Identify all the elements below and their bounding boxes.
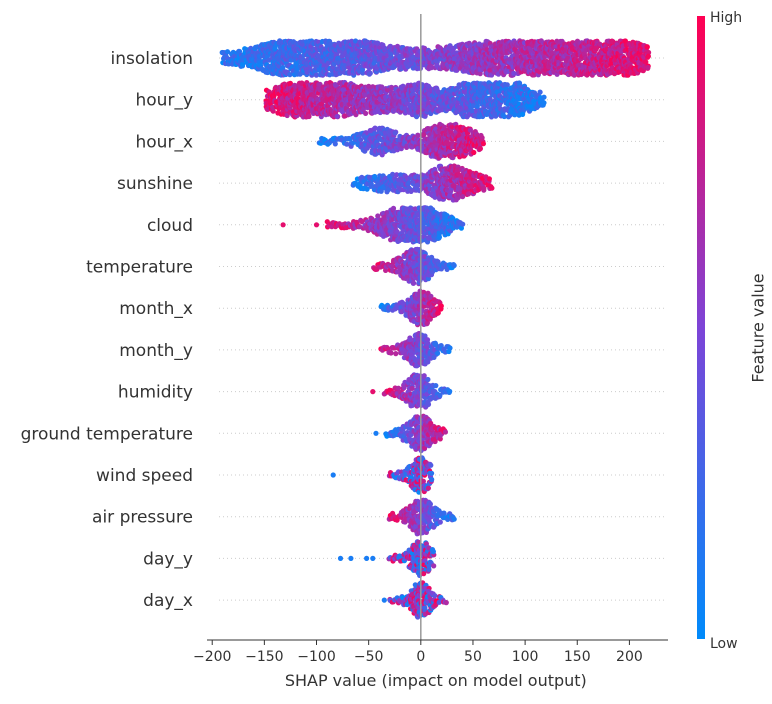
shap-point — [541, 95, 546, 100]
shap-point — [333, 141, 338, 146]
shap-point — [363, 111, 368, 116]
feature-row: insolation — [111, 38, 664, 78]
shap-point — [646, 54, 651, 59]
feature-points — [351, 163, 495, 202]
feature-label: insolation — [111, 49, 193, 69]
shap-point — [645, 65, 650, 70]
feature-rows: insolationhour_yhour_xsunshinecloudtempe… — [21, 38, 664, 619]
feature-row: sunshine — [117, 163, 664, 202]
feature-label: sunshine — [117, 174, 193, 194]
feature-points — [264, 80, 547, 120]
shap-point — [645, 45, 650, 50]
feature-points — [220, 38, 652, 78]
shap-point — [538, 90, 543, 95]
shap-point — [368, 71, 373, 76]
feature-row: hour_x — [136, 122, 665, 161]
shap-point — [393, 130, 398, 135]
feature-label: hour_y — [136, 91, 194, 111]
feature-row: hour_y — [136, 80, 665, 120]
shap-point — [520, 112, 525, 117]
feature-points — [317, 122, 486, 161]
shap-point — [481, 141, 486, 146]
shap-point — [478, 146, 483, 151]
shap-point — [335, 114, 340, 119]
shap-point — [541, 100, 546, 105]
shap-point — [306, 114, 311, 119]
feature-label: hour_x — [136, 132, 194, 152]
shap-point — [375, 41, 380, 46]
shap-point — [471, 150, 476, 155]
